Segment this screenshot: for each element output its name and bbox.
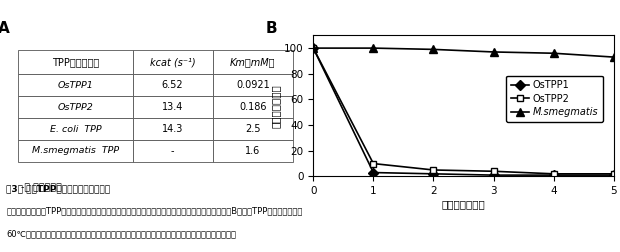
OsTPP2 [309, 47, 317, 50]
OsTPP1 [430, 172, 437, 175]
OsTPP2 [550, 172, 557, 175]
Y-axis label: 残存活性（％）: 残存活性（％） [271, 84, 281, 128]
OsTPP1 [610, 174, 618, 177]
Text: イネおよび微生物TPP酥素の酥素特性．大腸菌，マイコバクテリア由来酥素の値は文献値による．B．イネTPP酥素の安定性．: イネおよび微生物TPP酥素の酥素特性．大腸菌，マイコバクテリア由来酥素の値は文献… [6, 207, 303, 216]
Text: -， データなし: -， データなし [21, 183, 62, 193]
OsTPP1 [370, 171, 377, 174]
OsTPP2 [610, 172, 618, 175]
M.smegmatis [490, 50, 497, 53]
OsTPP2 [490, 170, 497, 173]
Text: B: B [265, 21, 277, 36]
Line: M.smegmatis: M.smegmatis [309, 44, 618, 61]
M.smegmatis [430, 48, 437, 51]
Legend: OsTPP1, OsTPP2, M.smegmatis: OsTPP1, OsTPP2, M.smegmatis [506, 76, 603, 122]
Text: 60℃で各時間処理後，可溶性画分に残存する活性を測定し，マイコバクテリア文献値と比較した．: 60℃で各時間処理後，可溶性画分に残存する活性を測定し，マイコバクテリア文献値と… [6, 229, 236, 238]
M.smegmatis [610, 56, 618, 59]
M.smegmatis [370, 47, 377, 50]
Text: 嘦3． イネTPP酥素の酥素学的特性．: 嘦3． イネTPP酥素の酥素学的特性． [6, 184, 110, 193]
OsTPP2 [430, 169, 437, 172]
Text: A: A [0, 21, 10, 36]
OsTPP1 [550, 174, 557, 177]
M.smegmatis [550, 52, 557, 55]
Line: OsTPP2: OsTPP2 [310, 45, 618, 177]
Line: OsTPP1: OsTPP1 [310, 45, 618, 179]
OsTPP1 [490, 174, 497, 177]
OsTPP2 [370, 162, 377, 165]
OsTPP1 [309, 47, 317, 50]
M.smegmatis [309, 47, 317, 50]
X-axis label: 処理時間（分）: 処理時間（分） [441, 199, 485, 209]
